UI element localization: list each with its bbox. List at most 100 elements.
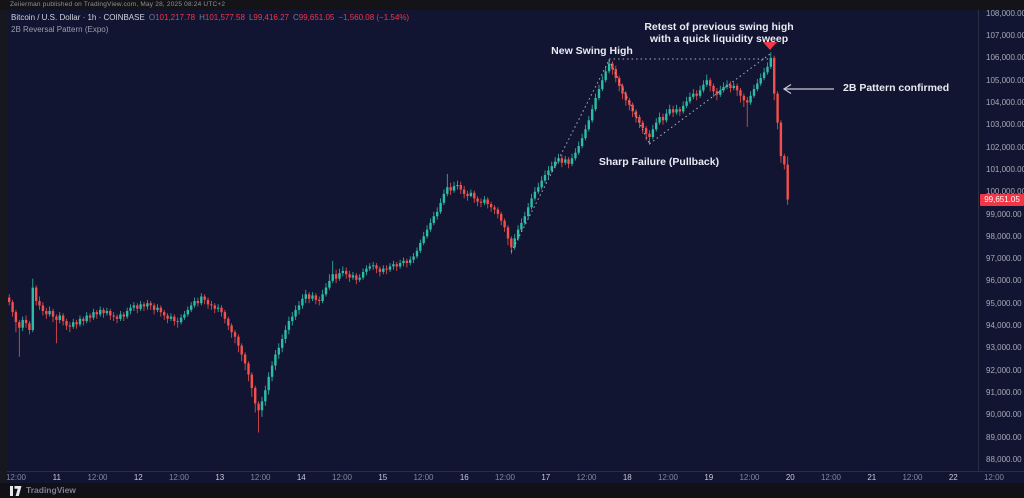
indicator-label: 2B Reversal Pattern (Expo) xyxy=(11,24,109,34)
candle-up xyxy=(105,311,109,314)
candle-up xyxy=(264,390,267,402)
candle-down xyxy=(466,193,469,197)
candle-down xyxy=(14,312,18,323)
candle-up xyxy=(655,122,658,130)
price-tick-label: 98,000.00 xyxy=(986,231,1022,241)
time-tick-label: 12:00 xyxy=(657,473,679,482)
candle-up xyxy=(537,187,540,192)
candle-down xyxy=(95,312,98,315)
candle-down xyxy=(695,93,698,96)
candle-down xyxy=(240,345,243,355)
candle-up xyxy=(92,312,95,318)
candle-up xyxy=(692,93,695,97)
candle-down xyxy=(8,297,11,303)
annotation-retest-line1: Retest of previous swing high xyxy=(644,21,794,33)
candle-down xyxy=(621,85,624,94)
ohlc-open-value: 101,217.78 xyxy=(155,13,196,22)
candle-up xyxy=(668,109,671,114)
time-tick-label: 12:00 xyxy=(983,473,1005,482)
candle-up xyxy=(759,78,762,84)
candle-down xyxy=(55,316,58,320)
candle-down xyxy=(648,133,651,137)
candle-down xyxy=(196,301,200,304)
time-axis[interactable]: 12:00 11 12:00 12 12:00 13 12:00 14 12:00 15 12:00… xyxy=(7,471,1024,483)
candle-down xyxy=(152,305,156,310)
candle-up xyxy=(469,192,473,197)
chart-plot-area[interactable]: Bitcoin / U.S. Dollar · 1h · COINBASE O10… xyxy=(7,10,978,471)
candle-down xyxy=(644,128,648,134)
ohlc-high-value: 101,577.58 xyxy=(204,13,245,22)
candle-down xyxy=(115,316,119,319)
candle-up xyxy=(139,304,142,309)
candle-up xyxy=(324,287,328,295)
candle-up xyxy=(732,85,735,88)
ohlc-open-key: O xyxy=(148,13,156,22)
candle-down xyxy=(776,93,779,123)
candle-down xyxy=(257,403,260,411)
candle-up xyxy=(129,307,132,311)
candle-up xyxy=(270,365,274,377)
candle-up xyxy=(580,138,584,146)
candle-up xyxy=(557,158,560,162)
candle-down xyxy=(142,304,146,307)
candle-down xyxy=(773,57,776,94)
candle-down xyxy=(38,301,41,306)
candle-down xyxy=(783,156,786,165)
candle-up xyxy=(513,238,516,248)
time-tick-label: 19 xyxy=(704,473,714,482)
candle-up xyxy=(682,105,685,112)
price-tick-label: 108,000.00 xyxy=(986,8,1024,18)
tradingview-logo-icon[interactable] xyxy=(10,486,22,496)
candle-up xyxy=(193,301,196,306)
candle-down xyxy=(459,185,462,190)
candle-up xyxy=(422,236,425,243)
candle-down xyxy=(122,314,125,317)
retest-dotted xyxy=(649,52,772,145)
time-tick-label: 12:00 xyxy=(902,473,923,482)
candle-up xyxy=(520,222,523,230)
candle-down xyxy=(82,318,85,321)
candle-down xyxy=(254,387,257,404)
price-axis[interactable]: 108,000.00 107,000.00 106,000.00 105,000.00… xyxy=(978,8,1024,471)
candle-down xyxy=(631,104,634,112)
candle-up xyxy=(31,287,34,330)
candle-down xyxy=(223,312,227,319)
candle-up xyxy=(698,90,702,96)
candle-up xyxy=(304,294,307,299)
candle-down xyxy=(661,117,665,121)
candle-up xyxy=(533,191,537,199)
candle-down xyxy=(220,307,223,313)
chart-panel: Bitcoin / U.S. Dollar · 1h · COINBASE O10… xyxy=(7,8,1024,483)
candle-up xyxy=(762,72,766,78)
candle-down xyxy=(500,214,503,221)
price-tick-label: 105,000.00 xyxy=(986,75,1024,85)
time-tick-label: 18 xyxy=(622,473,632,482)
candle-down xyxy=(307,294,311,299)
candle-down xyxy=(628,100,631,105)
candle-down xyxy=(405,260,409,263)
liquidity-sweep-marker-icon xyxy=(763,42,777,50)
bottom-bar: TradingView xyxy=(0,483,1024,498)
candle-down xyxy=(176,321,179,323)
price-tick-label: 93,000.00 xyxy=(986,343,1022,353)
symbol-title: Bitcoin / U.S. Dollar · 1h · COINBASE xyxy=(11,13,145,22)
candle-up xyxy=(550,166,553,171)
candle-up xyxy=(722,86,725,91)
candle-up xyxy=(591,109,594,121)
price-tick-label: 91,000.00 xyxy=(986,387,1022,397)
ohlc-high-key: H xyxy=(199,13,205,22)
candle-up xyxy=(483,199,486,203)
candle-up xyxy=(429,222,432,230)
candle-up xyxy=(216,307,220,309)
time-tick-label: 12:00 xyxy=(576,473,597,482)
time-tick-label: 12:00 xyxy=(87,473,108,482)
annotation-new-swing-high: New Swing High xyxy=(551,45,633,57)
tradingview-wordmark[interactable]: TradingView xyxy=(26,485,76,495)
candle-up xyxy=(658,117,661,123)
candle-up xyxy=(604,71,607,81)
candle-up xyxy=(601,80,604,90)
candle-down xyxy=(112,315,115,317)
candle-down xyxy=(28,323,31,330)
candlestick-chart-canvas[interactable] xyxy=(7,10,978,471)
